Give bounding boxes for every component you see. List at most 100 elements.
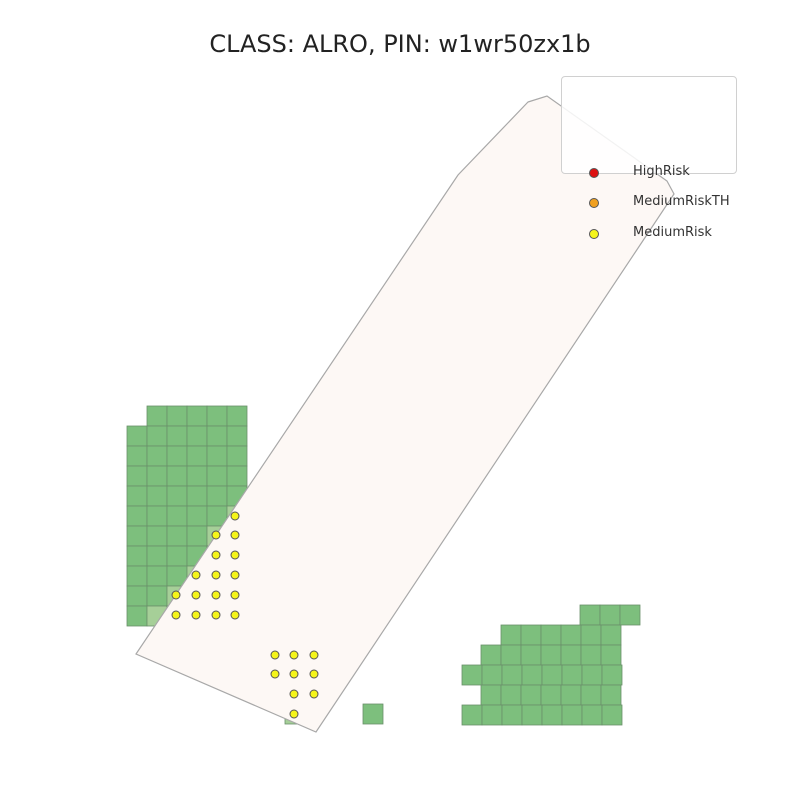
grid-cell	[186, 505, 208, 527]
grid-cell	[186, 425, 208, 447]
grid-cell	[362, 703, 384, 725]
grid-cell	[226, 405, 248, 427]
grid-cell	[226, 425, 248, 447]
medium-risk-point	[289, 709, 299, 719]
grid-cell	[166, 525, 188, 547]
grid-cell	[146, 445, 168, 467]
grid-cell	[501, 664, 523, 686]
grid-cell	[186, 405, 208, 427]
grid-cell	[226, 445, 248, 467]
medium-risk-point	[211, 610, 221, 620]
grid-cell	[166, 405, 188, 427]
grid-cell	[206, 445, 228, 467]
grid-cell	[520, 644, 542, 666]
grid-cell	[461, 704, 483, 726]
grid-cell	[540, 644, 562, 666]
grid-cell	[461, 664, 483, 686]
medium-risk-point	[270, 650, 280, 660]
grid-cell	[126, 565, 148, 587]
grid-cell	[579, 604, 601, 626]
grid-cell	[480, 644, 502, 666]
medium-risk-point	[289, 669, 299, 679]
grid-cell	[186, 465, 208, 487]
grid-cell	[541, 704, 563, 726]
medium-risk-point	[309, 689, 319, 699]
medium-risk-point	[309, 650, 319, 660]
grid-cell	[500, 644, 522, 666]
grid-cell	[146, 565, 168, 587]
grid-cell	[560, 624, 582, 646]
grid-cell	[206, 425, 228, 447]
grid-cell	[186, 525, 208, 547]
grid-cell	[520, 624, 542, 646]
medium-risk-point	[289, 689, 299, 699]
grid-cell	[561, 704, 583, 726]
grid-cell	[186, 445, 208, 467]
grid-cell	[146, 585, 168, 607]
grid-cell	[206, 465, 228, 487]
grid-cell	[520, 684, 542, 706]
grid-cell	[500, 624, 522, 646]
grid-cell	[126, 585, 148, 607]
grid-cell	[619, 604, 641, 626]
medium-risk-point	[211, 550, 221, 560]
grid-cell	[600, 684, 622, 706]
grid-cell	[166, 505, 188, 527]
medium-risk-point	[230, 550, 240, 560]
grid-cell	[521, 664, 543, 686]
legend-label: MediumRiskTH	[633, 194, 730, 209]
grid-cell	[126, 465, 148, 487]
medium-risk-point	[191, 610, 201, 620]
grid-cell	[126, 485, 148, 507]
grid-cell	[166, 445, 188, 467]
medium-risk-point	[211, 530, 221, 540]
legend: HighRisk MediumRiskTH MediumRisk	[561, 76, 737, 240]
grid-cell	[581, 664, 603, 686]
grid-cell	[146, 545, 168, 567]
grid-cell	[580, 624, 602, 646]
grid-cell	[126, 425, 148, 447]
legend-item-highrisk: HighRisk	[562, 163, 738, 183]
grid-cell	[146, 525, 168, 547]
grid-cell	[226, 465, 248, 487]
grid-cell	[481, 664, 503, 686]
grid-cell	[599, 604, 621, 626]
grid-cell	[601, 664, 623, 686]
medium-risk-point	[230, 610, 240, 620]
medium-risk-point	[270, 669, 280, 679]
grid-cell	[541, 664, 563, 686]
medium-risk-point	[211, 590, 221, 600]
grid-cell	[206, 485, 228, 507]
grid-cell	[146, 505, 168, 527]
grid-cell	[480, 684, 502, 706]
legend-item-mediumriskth: MediumRiskTH	[562, 193, 738, 213]
medium-risk-point	[191, 570, 201, 580]
medium-risk-point	[230, 570, 240, 580]
grid-cell	[600, 624, 622, 646]
legend-label: HighRisk	[633, 164, 690, 179]
grid-cell	[206, 405, 228, 427]
risk-points	[171, 511, 319, 719]
grid-cell	[186, 485, 208, 507]
grid-cell	[560, 644, 582, 666]
grid-cell	[601, 704, 623, 726]
grid-cell	[561, 664, 583, 686]
grid-cell	[581, 704, 603, 726]
medium-risk-point	[230, 590, 240, 600]
medium-risk-point	[230, 511, 240, 521]
grid-cell	[166, 465, 188, 487]
legend-label: MediumRisk	[633, 225, 712, 240]
grid-cell	[146, 405, 168, 427]
grid-cell	[540, 684, 562, 706]
legend-item-mediumrisk: MediumRisk	[562, 224, 738, 244]
medium-risk-point	[171, 610, 181, 620]
legend-dot-icon	[589, 168, 599, 178]
grid-cell	[580, 684, 602, 706]
grid-cell	[166, 545, 188, 567]
grid-cell	[481, 704, 503, 726]
grid-cell	[126, 545, 148, 567]
grid-cell	[580, 644, 602, 666]
grid-cell	[146, 425, 168, 447]
medium-risk-point	[211, 570, 221, 580]
